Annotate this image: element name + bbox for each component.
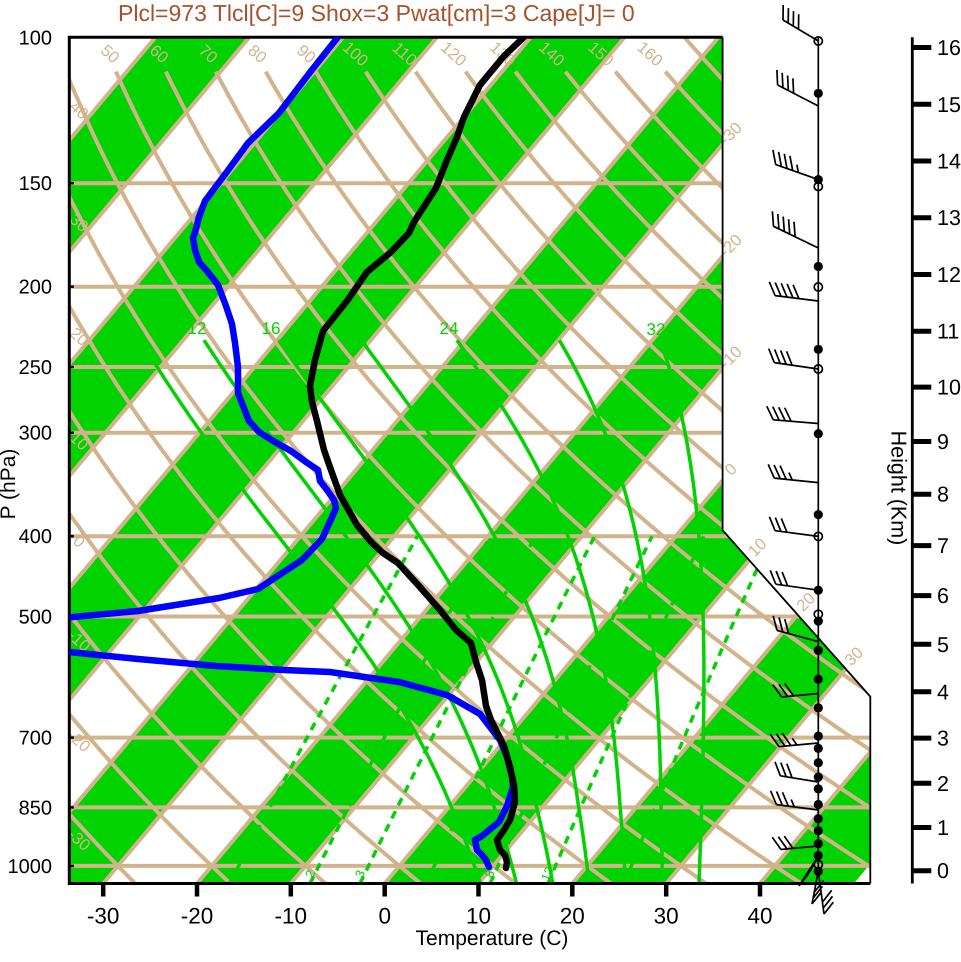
svg-text:8: 8 — [937, 483, 949, 507]
svg-text:2: 2 — [302, 868, 318, 880]
svg-text:300: 300 — [19, 423, 52, 445]
svg-text:13: 13 — [937, 206, 961, 230]
svg-text:0: 0 — [378, 904, 391, 929]
svg-text:12: 12 — [937, 263, 961, 287]
svg-text:2: 2 — [937, 772, 949, 796]
svg-text:-20: -20 — [181, 904, 214, 929]
svg-text:6: 6 — [937, 584, 949, 608]
svg-text:14: 14 — [937, 150, 961, 174]
svg-text:1000: 1000 — [8, 856, 53, 878]
svg-text:20: 20 — [560, 904, 585, 929]
svg-text:850: 850 — [19, 797, 52, 819]
svg-text:-30: -30 — [87, 904, 120, 929]
svg-text:100: 100 — [19, 27, 52, 49]
svg-text:10: 10 — [937, 376, 961, 400]
svg-text:700: 700 — [19, 728, 52, 750]
svg-text:0: 0 — [937, 859, 949, 883]
svg-text:32: 32 — [647, 320, 666, 339]
svg-text:1: 1 — [222, 868, 238, 880]
svg-text:12: 12 — [188, 319, 207, 338]
svg-text:3: 3 — [937, 727, 949, 751]
svg-text:7: 7 — [937, 534, 949, 558]
svg-text:1: 1 — [937, 816, 949, 840]
svg-text:16: 16 — [937, 36, 961, 60]
svg-text:8: 8 — [482, 868, 498, 880]
svg-text:-10: -10 — [275, 904, 308, 929]
svg-text:Plcl=973 Tlcl[C]=9 Shox=3 Pwat: Plcl=973 Tlcl[C]=9 Shox=3 Pwat[cm]=3 Cap… — [118, 0, 635, 26]
svg-text:4: 4 — [937, 680, 949, 704]
svg-text:10: 10 — [466, 904, 491, 929]
svg-text:20: 20 — [615, 865, 633, 883]
svg-text:Temperature (C): Temperature (C) — [416, 927, 569, 950]
svg-text:250: 250 — [19, 357, 52, 379]
svg-text:150: 150 — [19, 173, 52, 195]
svg-text:3: 3 — [352, 868, 368, 880]
svg-text:5: 5 — [937, 633, 949, 657]
svg-text:11: 11 — [937, 320, 959, 344]
svg-text:24: 24 — [440, 319, 459, 338]
svg-text:Height (Km): Height (Km) — [887, 431, 911, 546]
svg-text:15: 15 — [937, 93, 961, 117]
svg-text:500: 500 — [19, 607, 52, 629]
svg-text:9: 9 — [937, 430, 949, 454]
svg-text:200: 200 — [19, 277, 52, 299]
svg-text:16: 16 — [262, 319, 281, 338]
svg-text:40: 40 — [747, 904, 772, 929]
svg-text:12: 12 — [539, 865, 557, 883]
svg-text:400: 400 — [19, 526, 52, 548]
svg-text:5: 5 — [418, 868, 434, 880]
svg-text:30: 30 — [654, 904, 679, 929]
svg-text:P (hPa): P (hPa) — [0, 449, 20, 520]
